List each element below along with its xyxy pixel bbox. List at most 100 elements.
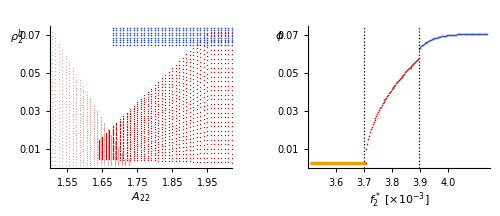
Point bbox=[79, 154, 87, 157]
Point bbox=[204, 50, 212, 53]
Point bbox=[120, 38, 128, 42]
Point bbox=[207, 36, 215, 39]
Point bbox=[158, 99, 166, 103]
Point bbox=[182, 33, 190, 37]
Point bbox=[51, 55, 59, 58]
Point bbox=[51, 103, 59, 107]
Point bbox=[106, 134, 114, 138]
Point bbox=[221, 66, 229, 69]
Point bbox=[144, 38, 152, 42]
Point bbox=[151, 84, 159, 87]
Point bbox=[144, 102, 152, 106]
Point bbox=[51, 137, 59, 140]
Point bbox=[130, 126, 138, 130]
Point bbox=[79, 163, 87, 166]
Point bbox=[65, 100, 73, 103]
Point bbox=[100, 147, 108, 150]
Point bbox=[82, 129, 90, 132]
Point bbox=[204, 151, 212, 155]
Point bbox=[224, 134, 232, 137]
Point bbox=[207, 106, 215, 110]
Point bbox=[102, 152, 110, 156]
Point bbox=[82, 101, 90, 105]
Point bbox=[228, 66, 236, 70]
Point bbox=[76, 160, 84, 164]
Point bbox=[392, 83, 400, 86]
Point bbox=[196, 139, 204, 143]
Point bbox=[68, 83, 76, 87]
Point bbox=[79, 133, 87, 137]
Point bbox=[200, 156, 208, 159]
Point bbox=[154, 145, 162, 149]
Point bbox=[76, 81, 84, 84]
Point bbox=[95, 141, 103, 144]
Point bbox=[62, 125, 70, 128]
Point bbox=[109, 138, 117, 142]
Point bbox=[368, 122, 376, 126]
Point bbox=[107, 142, 115, 145]
Point bbox=[182, 141, 190, 145]
Point bbox=[62, 112, 70, 115]
Point bbox=[112, 26, 120, 30]
Point bbox=[116, 31, 124, 34]
Point bbox=[95, 155, 103, 159]
Point bbox=[162, 138, 170, 142]
Point bbox=[148, 122, 156, 125]
Point bbox=[168, 66, 176, 70]
Point bbox=[72, 80, 80, 84]
Point bbox=[82, 157, 90, 160]
Point bbox=[109, 133, 117, 136]
Point bbox=[134, 158, 141, 162]
Point bbox=[148, 104, 156, 108]
Point bbox=[179, 95, 187, 99]
Point bbox=[107, 162, 115, 165]
Point bbox=[82, 163, 90, 166]
Point bbox=[114, 149, 122, 153]
Point bbox=[200, 87, 208, 91]
Point bbox=[95, 155, 103, 158]
Point bbox=[82, 91, 90, 94]
Point bbox=[110, 150, 118, 153]
Point bbox=[214, 48, 222, 51]
Point bbox=[158, 91, 166, 94]
Point bbox=[402, 70, 410, 73]
Point bbox=[86, 97, 94, 100]
Point bbox=[218, 34, 226, 38]
Point bbox=[93, 119, 101, 122]
Point bbox=[107, 133, 115, 137]
Point bbox=[224, 147, 232, 151]
Point bbox=[121, 162, 129, 166]
Point bbox=[109, 135, 117, 138]
Point bbox=[86, 116, 94, 120]
Point bbox=[123, 134, 131, 137]
Point bbox=[428, 37, 436, 41]
Point bbox=[95, 150, 103, 154]
Point bbox=[118, 162, 126, 165]
Point bbox=[62, 141, 70, 144]
Point bbox=[124, 158, 132, 162]
Point bbox=[98, 146, 106, 149]
Point bbox=[148, 31, 156, 34]
Point bbox=[114, 157, 122, 161]
Point bbox=[460, 32, 468, 36]
Point bbox=[182, 112, 190, 115]
Point bbox=[196, 43, 204, 47]
Point bbox=[95, 157, 103, 160]
Point bbox=[82, 135, 90, 139]
Point bbox=[48, 89, 56, 92]
Point bbox=[93, 128, 101, 132]
Point bbox=[72, 115, 80, 119]
Point bbox=[104, 163, 112, 166]
Point bbox=[214, 79, 222, 83]
Point bbox=[121, 158, 129, 162]
Point bbox=[172, 76, 180, 80]
Point bbox=[204, 72, 212, 75]
Point bbox=[214, 39, 222, 42]
Point bbox=[204, 121, 212, 124]
Y-axis label: $\phi$: $\phi$ bbox=[274, 29, 283, 43]
Point bbox=[86, 108, 94, 112]
Point bbox=[124, 157, 132, 161]
Point bbox=[168, 31, 176, 34]
Point bbox=[110, 151, 118, 155]
Point bbox=[54, 81, 62, 85]
